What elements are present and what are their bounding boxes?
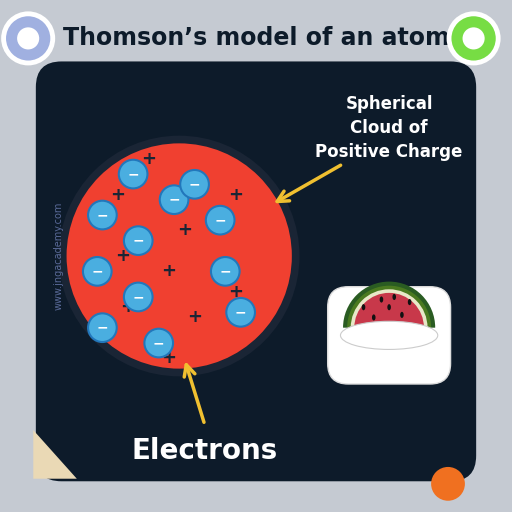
Text: −: − bbox=[153, 336, 164, 350]
Text: Spherical
Cloud of
Positive Charge: Spherical Cloud of Positive Charge bbox=[315, 95, 463, 161]
Circle shape bbox=[124, 226, 153, 255]
Circle shape bbox=[431, 467, 465, 501]
Circle shape bbox=[180, 170, 209, 199]
Text: −: − bbox=[97, 208, 108, 222]
Circle shape bbox=[88, 313, 117, 342]
Polygon shape bbox=[33, 430, 77, 479]
Ellipse shape bbox=[393, 294, 396, 300]
Text: Thomson’s model of an atom: Thomson’s model of an atom bbox=[62, 27, 450, 50]
Text: +: + bbox=[228, 283, 243, 301]
Circle shape bbox=[124, 283, 153, 311]
Circle shape bbox=[206, 206, 234, 234]
Text: −: − bbox=[189, 177, 200, 191]
Circle shape bbox=[88, 201, 117, 229]
Text: +: + bbox=[161, 349, 177, 368]
FancyBboxPatch shape bbox=[328, 287, 451, 384]
Text: +: + bbox=[115, 247, 131, 265]
Text: −: − bbox=[127, 167, 139, 181]
Text: −: − bbox=[235, 305, 246, 319]
Text: +: + bbox=[110, 185, 125, 204]
Text: +: + bbox=[141, 150, 156, 168]
Wedge shape bbox=[347, 286, 431, 328]
Circle shape bbox=[462, 27, 485, 50]
Text: +: + bbox=[120, 298, 136, 316]
FancyBboxPatch shape bbox=[36, 61, 476, 481]
Circle shape bbox=[144, 329, 173, 357]
Text: Electrons: Electrons bbox=[132, 437, 278, 464]
Circle shape bbox=[119, 160, 147, 188]
Ellipse shape bbox=[380, 296, 383, 303]
Text: www.jngacademy.com: www.jngacademy.com bbox=[54, 202, 64, 310]
Wedge shape bbox=[351, 289, 428, 328]
Text: +: + bbox=[161, 262, 177, 281]
Ellipse shape bbox=[372, 314, 375, 321]
Text: −: − bbox=[133, 290, 144, 304]
Text: −: − bbox=[133, 233, 144, 248]
Circle shape bbox=[67, 143, 292, 369]
Circle shape bbox=[4, 14, 53, 63]
Text: −: − bbox=[220, 264, 231, 279]
Ellipse shape bbox=[340, 322, 438, 350]
Circle shape bbox=[17, 27, 39, 50]
Wedge shape bbox=[343, 282, 435, 328]
Text: +: + bbox=[187, 308, 202, 327]
Text: −: − bbox=[215, 213, 226, 227]
Circle shape bbox=[449, 14, 498, 63]
Text: −: − bbox=[168, 193, 180, 207]
Text: +: + bbox=[177, 221, 192, 240]
Wedge shape bbox=[354, 293, 424, 328]
Ellipse shape bbox=[408, 299, 412, 305]
Ellipse shape bbox=[400, 312, 403, 318]
Text: −: − bbox=[92, 264, 103, 279]
Circle shape bbox=[211, 257, 240, 286]
Circle shape bbox=[59, 136, 300, 376]
Text: +: + bbox=[228, 185, 243, 204]
Ellipse shape bbox=[388, 304, 391, 310]
Circle shape bbox=[160, 185, 188, 214]
Circle shape bbox=[83, 257, 112, 286]
Circle shape bbox=[226, 298, 255, 327]
Ellipse shape bbox=[361, 304, 365, 310]
Text: −: − bbox=[97, 321, 108, 335]
